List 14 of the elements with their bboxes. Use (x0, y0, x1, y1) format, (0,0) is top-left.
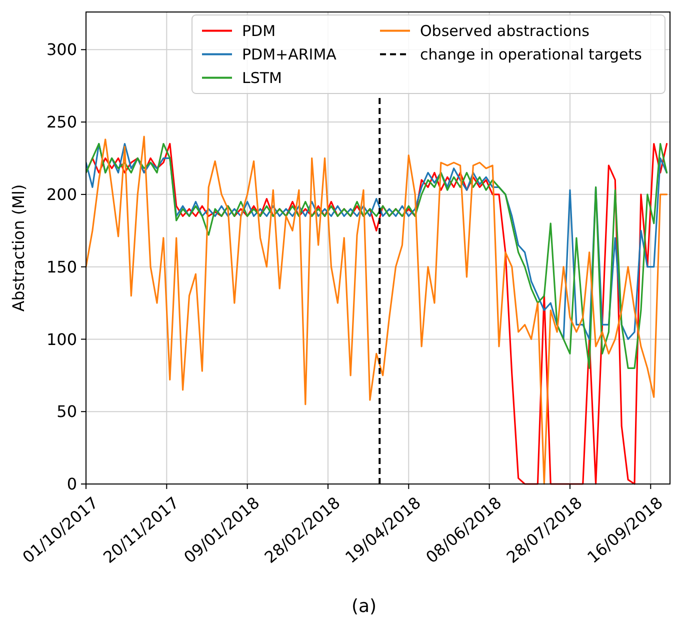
y-tick-label: 100 (46, 330, 77, 349)
y-tick-label: 250 (46, 112, 77, 132)
y-tick-label: 300 (46, 40, 77, 60)
y-tick-label: 0 (66, 474, 77, 494)
legend-label: change in operational targets (420, 46, 642, 64)
text: (a) (351, 596, 377, 617)
y-axis-title: Abstraction (Ml) (9, 184, 28, 312)
legend-label: LSTM (242, 69, 282, 87)
y-tick-label: 200 (46, 185, 77, 204)
legend-label: PDM (242, 22, 276, 40)
y-tick-label: 150 (46, 257, 77, 276)
legend-label: PDM+ARIMA (242, 46, 338, 64)
y-tick-label: 50 (56, 402, 77, 422)
legend-label: Observed abstractions (420, 22, 590, 40)
